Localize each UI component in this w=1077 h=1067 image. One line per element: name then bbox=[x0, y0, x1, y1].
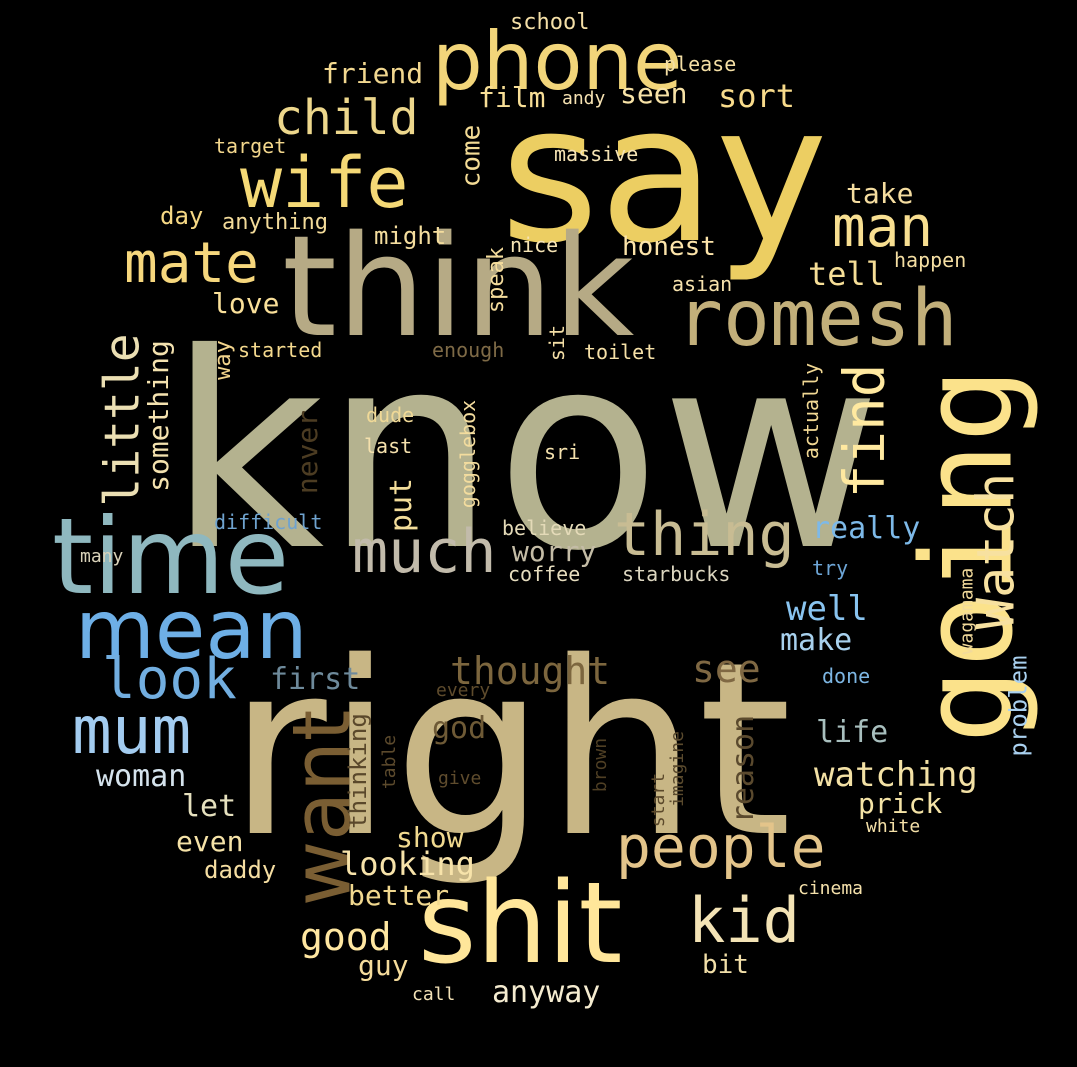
word-man: man bbox=[832, 195, 934, 260]
word-cinema: cinema bbox=[798, 878, 864, 899]
word-please: please bbox=[664, 52, 737, 76]
word-many: many bbox=[80, 546, 124, 567]
word-life: life bbox=[816, 715, 889, 750]
word-romesh: romesh bbox=[676, 274, 958, 364]
word-thought: thought bbox=[450, 649, 611, 693]
word-difficult: difficult bbox=[214, 510, 323, 534]
word-woman: woman bbox=[96, 759, 187, 794]
word-phone: phone bbox=[432, 15, 683, 108]
word-dude: dude bbox=[366, 403, 415, 427]
word-well: well bbox=[786, 589, 868, 629]
word-anything: anything bbox=[222, 210, 328, 235]
word-give: give bbox=[438, 768, 482, 789]
word-target: target bbox=[214, 134, 287, 158]
word-start: start bbox=[648, 772, 670, 828]
word-daddy: daddy bbox=[204, 856, 277, 884]
word-wife: wife bbox=[240, 142, 409, 224]
word-way: way bbox=[210, 340, 236, 380]
word-something: something bbox=[141, 340, 175, 492]
word-toilet: toilet bbox=[584, 340, 657, 364]
word-andy: andy bbox=[562, 88, 606, 109]
word-thinking: thinking bbox=[343, 713, 372, 829]
word-asian: asian bbox=[672, 272, 733, 296]
word-first: first bbox=[270, 662, 361, 697]
word-nice: nice bbox=[510, 233, 559, 257]
word-tell: tell bbox=[808, 255, 886, 293]
word-watching: watching bbox=[814, 755, 978, 795]
word-reason: reason bbox=[726, 714, 762, 824]
word-imagine: imagine bbox=[666, 731, 688, 807]
word-seen: seen bbox=[620, 77, 688, 110]
word-kid: kid bbox=[688, 884, 800, 957]
word-love: love bbox=[212, 287, 280, 320]
word-never: never bbox=[291, 409, 325, 495]
word-see: see bbox=[692, 647, 761, 691]
word-god: god bbox=[432, 711, 487, 746]
word-better: better bbox=[348, 879, 450, 912]
word-try: try bbox=[812, 556, 849, 580]
word-starbucks: starbucks bbox=[622, 562, 731, 586]
word-even: even bbox=[176, 825, 244, 858]
word-child: child bbox=[274, 90, 419, 146]
word-take: take bbox=[846, 177, 914, 210]
word-problem: problem bbox=[1004, 655, 1033, 757]
word-mean: mean bbox=[75, 583, 308, 678]
word-really: really bbox=[812, 511, 921, 546]
word-anyway: anyway bbox=[492, 975, 601, 1010]
word-coffee: coffee bbox=[508, 562, 581, 586]
word-call: call bbox=[412, 984, 456, 1005]
word-know: know bbox=[168, 295, 882, 610]
word-make: make bbox=[780, 623, 853, 658]
word-might: might bbox=[374, 222, 447, 250]
word-good: good bbox=[300, 915, 392, 959]
word-believe: believe bbox=[502, 516, 587, 540]
word-every: every bbox=[436, 680, 491, 701]
word-sri: sri bbox=[544, 440, 581, 464]
word-sort: sort bbox=[718, 77, 796, 115]
word-actually: actually bbox=[799, 362, 824, 460]
word-show: show bbox=[396, 821, 464, 854]
word-honest: honest bbox=[622, 232, 716, 262]
word-say: say bbox=[500, 64, 828, 285]
word-time: time bbox=[52, 496, 290, 618]
word-mum: mum bbox=[72, 692, 192, 769]
word-much: much bbox=[352, 517, 497, 587]
word-little: little bbox=[94, 333, 151, 507]
word-white: white bbox=[866, 816, 921, 837]
word-happen: happen bbox=[894, 248, 967, 272]
word-started: started bbox=[238, 338, 323, 362]
word-table: table bbox=[379, 734, 401, 790]
word-gogglebox: gogglebox bbox=[456, 399, 481, 509]
word-massive: massive bbox=[554, 142, 639, 166]
word-last: last bbox=[364, 434, 413, 458]
word-brown: brown bbox=[590, 737, 612, 793]
word-think: think bbox=[282, 206, 635, 369]
word-sit: sit bbox=[545, 324, 570, 362]
word-day: day bbox=[160, 202, 204, 230]
word-right: right bbox=[228, 610, 792, 890]
word-wagamama: wagamama bbox=[956, 567, 978, 655]
word-let: let bbox=[182, 789, 237, 824]
word-look: look bbox=[102, 647, 237, 712]
word-put: put bbox=[384, 477, 420, 533]
word-shit: shit bbox=[418, 859, 623, 989]
word-worry: worry bbox=[512, 535, 597, 568]
word-enough: enough bbox=[432, 338, 505, 362]
word-prick: prick bbox=[858, 787, 943, 820]
word-done: done bbox=[822, 664, 871, 688]
word-friend: friend bbox=[322, 57, 424, 90]
word-bit: bit bbox=[702, 950, 749, 980]
word-Watch: Watch bbox=[966, 472, 1027, 630]
word-find: find bbox=[832, 363, 898, 499]
word-people: people bbox=[616, 813, 826, 881]
word-come: come bbox=[456, 124, 487, 188]
word-looking: looking bbox=[340, 845, 475, 883]
word-mate: mate bbox=[124, 231, 259, 296]
word-film: film bbox=[478, 81, 546, 114]
word-guy: guy bbox=[358, 949, 409, 982]
word-thing: thing bbox=[614, 500, 795, 570]
word-speak: speak bbox=[484, 246, 510, 314]
word-school: school bbox=[510, 10, 590, 35]
